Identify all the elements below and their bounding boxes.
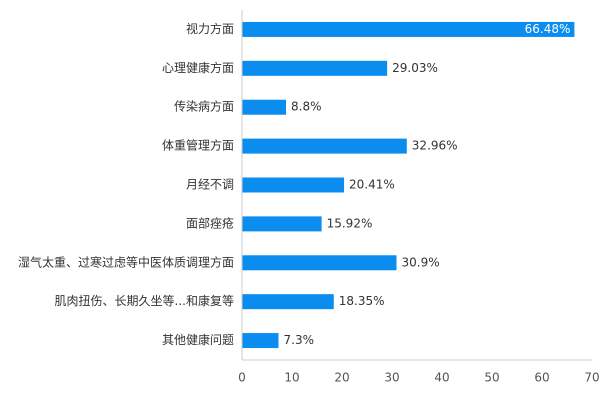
value-label-7: 18.35% xyxy=(339,294,385,308)
category-label-8: 其他健康问题 xyxy=(162,332,234,347)
category-labels-group: 视力方面心理健康方面传染病方面体重管理方面月经不调面部痤疮湿气太重、过寒过虑等中… xyxy=(18,21,234,347)
category-label-7: 肌肉扭伤、长期久坐等...和康复等 xyxy=(55,293,234,308)
category-label-3: 体重管理方面 xyxy=(162,138,234,153)
category-label-6: 湿气太重、过寒过虑等中医体质调理方面 xyxy=(18,254,234,269)
value-label-5: 15.92% xyxy=(327,216,373,230)
value-label-4: 20.41% xyxy=(349,178,395,192)
bar-0 xyxy=(242,21,575,37)
value-label-2: 8.8% xyxy=(291,100,322,114)
bar-6 xyxy=(242,255,397,271)
bars-group xyxy=(242,21,575,349)
x-tick-label-2: 20 xyxy=(334,371,349,385)
x-tick-label-0: 0 xyxy=(238,371,246,385)
bar-5 xyxy=(242,216,322,232)
x-tick-label-7: 70 xyxy=(584,371,599,385)
bar-2 xyxy=(242,99,286,115)
x-tick-label-3: 30 xyxy=(384,371,399,385)
x-ticks-group: 0 10 20 30 40 50 60 70 xyxy=(238,371,599,385)
bar-7 xyxy=(242,294,334,310)
value-label-8: 7.3% xyxy=(284,333,315,347)
bar-8 xyxy=(242,333,279,349)
category-label-4: 月经不调 xyxy=(186,178,234,192)
category-label-5: 面部痤疮 xyxy=(186,215,234,230)
x-tick-label-4: 40 xyxy=(434,371,449,385)
category-label-0: 视力方面 xyxy=(186,21,234,36)
value-label-6: 30.9% xyxy=(402,255,440,269)
value-label-1: 29.03% xyxy=(392,61,438,75)
value-labels-group: 66.48% 29.03% 8.8% 32.96% 20.41% 15.92% 30.9% 1… xyxy=(284,22,571,347)
value-label-0: 66.48% xyxy=(525,22,571,36)
bar-4 xyxy=(242,177,345,193)
category-label-1: 心理健康方面 xyxy=(162,60,234,75)
x-tick-label-5: 50 xyxy=(484,371,499,385)
bar-1 xyxy=(242,60,388,76)
x-tick-label-1: 10 xyxy=(284,371,299,385)
category-label-2: 传染病方面 xyxy=(174,99,234,114)
bar-3 xyxy=(242,138,407,154)
value-label-3: 32.96% xyxy=(412,139,458,153)
x-tick-label-6: 60 xyxy=(534,371,549,385)
